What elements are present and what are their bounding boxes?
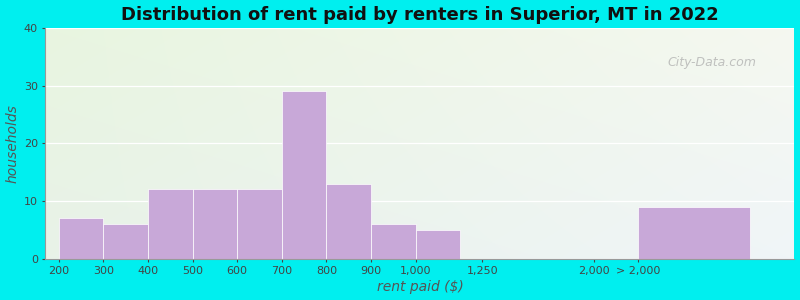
Title: Distribution of rent paid by renters in Superior, MT in 2022: Distribution of rent paid by renters in … <box>121 6 719 24</box>
Bar <box>371 224 415 259</box>
Y-axis label: households: households <box>6 104 19 183</box>
Bar <box>282 91 326 259</box>
Bar <box>103 224 148 259</box>
Bar <box>415 230 460 259</box>
Bar <box>59 218 103 259</box>
Bar <box>193 189 237 259</box>
Text: City-Data.com: City-Data.com <box>667 56 756 69</box>
Bar <box>638 207 750 259</box>
X-axis label: rent paid ($): rent paid ($) <box>377 280 463 294</box>
Bar <box>148 189 193 259</box>
Bar <box>326 184 371 259</box>
Bar <box>237 189 282 259</box>
